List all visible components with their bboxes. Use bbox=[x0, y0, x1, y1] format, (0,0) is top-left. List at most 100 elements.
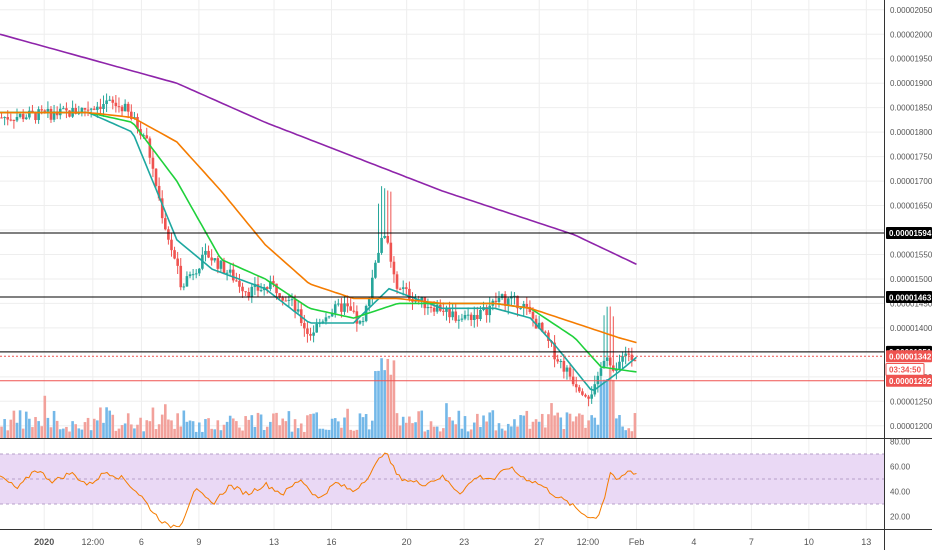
volume-bar bbox=[188, 420, 192, 438]
volume-bar bbox=[401, 416, 405, 438]
volume-bar bbox=[154, 429, 158, 438]
candle-body bbox=[352, 310, 356, 312]
candle-body bbox=[432, 307, 436, 312]
candle-body bbox=[102, 103, 105, 109]
candle-body bbox=[426, 306, 430, 309]
volume-bar bbox=[534, 419, 538, 438]
candle-body bbox=[531, 311, 535, 319]
volume-bar bbox=[136, 424, 139, 438]
rsi-tick-label: 80.00 bbox=[890, 438, 911, 447]
candle-body bbox=[451, 311, 454, 318]
volume-bar bbox=[423, 431, 427, 438]
candle-body bbox=[315, 323, 318, 333]
volume-bar bbox=[627, 428, 631, 438]
candle-body bbox=[287, 299, 291, 301]
volume-bar bbox=[197, 422, 201, 438]
candle-body bbox=[284, 300, 288, 302]
candle-body bbox=[633, 360, 637, 362]
volume-bar bbox=[281, 418, 285, 438]
price-badge bbox=[886, 291, 932, 304]
volume-bar bbox=[389, 374, 393, 438]
volume-bar bbox=[510, 426, 513, 438]
candle-body bbox=[584, 394, 587, 397]
volume-bar bbox=[435, 426, 439, 438]
candle-body bbox=[278, 293, 281, 298]
candle-body bbox=[120, 106, 124, 112]
candle-body bbox=[340, 303, 343, 312]
candle-body bbox=[374, 262, 377, 278]
candle-body bbox=[92, 108, 96, 110]
volume-bar bbox=[89, 430, 93, 438]
candle-body bbox=[62, 108, 65, 110]
moving-average-line bbox=[0, 111, 638, 392]
candle-body bbox=[445, 308, 448, 312]
candle-body bbox=[488, 305, 492, 316]
volume-bar bbox=[544, 427, 547, 438]
candle-body bbox=[80, 107, 84, 113]
candle-body bbox=[191, 274, 195, 276]
volume-bar bbox=[49, 427, 53, 438]
volume-bar bbox=[392, 360, 396, 438]
candle-body bbox=[126, 103, 130, 112]
volume-bar bbox=[3, 419, 6, 438]
candle-body bbox=[540, 322, 544, 332]
candle-body bbox=[448, 308, 451, 318]
volume-bar bbox=[303, 431, 306, 438]
candle-body bbox=[194, 273, 198, 275]
volume-bar bbox=[380, 358, 383, 438]
volume-bar bbox=[559, 417, 563, 438]
candle-body bbox=[479, 309, 482, 320]
candle-body bbox=[117, 106, 121, 108]
price-tick-label: 0.00001550 bbox=[890, 250, 932, 259]
candle-body bbox=[553, 342, 556, 360]
volume-bar bbox=[584, 427, 587, 438]
candle-body bbox=[296, 309, 300, 312]
volume-bar bbox=[599, 380, 603, 438]
candle-body bbox=[503, 294, 507, 306]
candle-body bbox=[68, 110, 71, 117]
candle-body bbox=[290, 299, 294, 301]
candle-body bbox=[476, 314, 479, 320]
candle-body bbox=[179, 265, 183, 288]
candle-body bbox=[435, 304, 439, 312]
price-badge bbox=[886, 350, 932, 363]
candle-body bbox=[9, 119, 13, 121]
candle-body bbox=[377, 252, 380, 263]
candle-body bbox=[154, 168, 158, 186]
candle-body bbox=[574, 384, 578, 388]
candle-body bbox=[324, 317, 328, 322]
candle-body bbox=[337, 303, 340, 305]
rsi-line bbox=[0, 452, 637, 529]
volume-bar bbox=[238, 427, 241, 438]
price-tick-label: 0.00001800 bbox=[890, 128, 932, 137]
volume-bar bbox=[160, 414, 164, 438]
candle-body bbox=[31, 110, 34, 113]
candle-body bbox=[111, 99, 115, 103]
candle-body bbox=[454, 311, 458, 321]
candle-body bbox=[472, 314, 476, 320]
price-badge-label: 03:34:50 bbox=[889, 366, 922, 375]
volume-bar bbox=[596, 424, 600, 438]
volume-bar bbox=[463, 416, 467, 438]
volume-bar bbox=[333, 418, 337, 438]
volume-bar bbox=[442, 428, 445, 438]
volume-bar bbox=[516, 426, 519, 438]
candle-body bbox=[28, 110, 31, 118]
volume-bar bbox=[62, 428, 65, 438]
candle-body bbox=[630, 354, 634, 361]
volume-bar bbox=[519, 415, 522, 438]
candle-body bbox=[599, 368, 603, 376]
candle-body bbox=[204, 250, 207, 255]
volume-bar bbox=[494, 430, 498, 438]
volume-bar bbox=[395, 413, 399, 438]
volume-bar bbox=[28, 418, 31, 438]
rsi-tick-label: 20.00 bbox=[890, 513, 911, 522]
volume-bar bbox=[417, 411, 420, 438]
volume-bar bbox=[593, 417, 597, 438]
volume-bar bbox=[349, 429, 352, 438]
candle-body bbox=[367, 298, 371, 306]
candle-body bbox=[327, 316, 331, 318]
volume-bar bbox=[265, 426, 269, 438]
